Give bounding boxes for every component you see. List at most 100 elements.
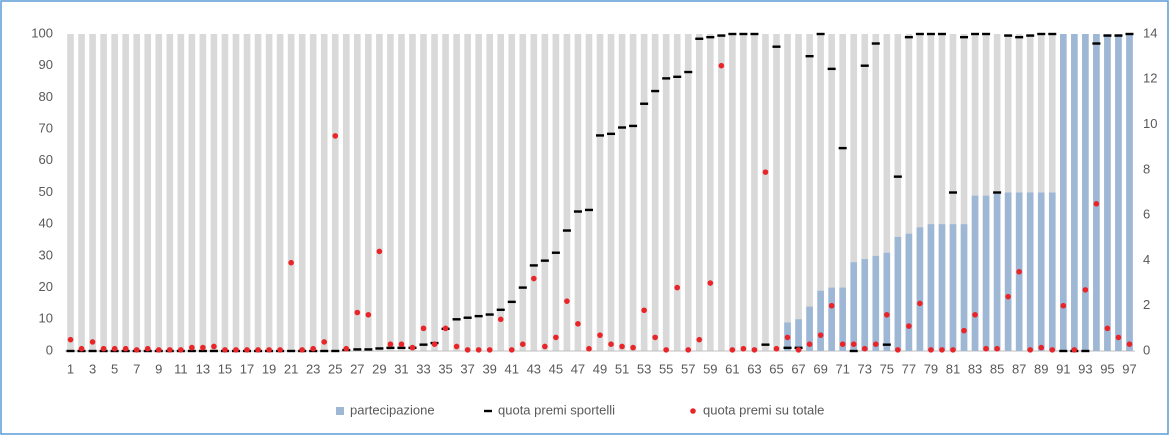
dash-marker xyxy=(287,349,296,353)
dash-marker xyxy=(971,32,980,36)
dot-marker xyxy=(641,307,647,314)
x-tick-label: 31 xyxy=(394,361,408,376)
column-stripe xyxy=(398,34,405,351)
x-tick-label: 33 xyxy=(416,361,430,376)
dot-marker xyxy=(597,332,603,338)
dash-marker xyxy=(66,349,75,353)
dash-marker xyxy=(695,37,704,40)
x-tick-label: 37 xyxy=(460,361,474,376)
dot-marker xyxy=(928,347,934,353)
dash-marker xyxy=(651,89,660,93)
dot-marker xyxy=(189,344,195,351)
bar xyxy=(883,252,891,351)
dot-marker xyxy=(707,280,714,286)
dash-marker xyxy=(507,300,516,304)
x-tick-label: 63 xyxy=(747,361,761,376)
dash-marker xyxy=(1048,32,1057,36)
column-stripe xyxy=(618,34,626,351)
dash-marker xyxy=(1059,349,1068,353)
y2-tick-label: 10 xyxy=(1143,116,1157,131)
dot-marker xyxy=(795,347,802,353)
dot-marker xyxy=(376,248,383,255)
column-stripe xyxy=(530,34,538,351)
column-stripe xyxy=(684,34,692,351)
dot-marker xyxy=(244,347,250,353)
dot-marker xyxy=(1126,341,1133,348)
dot-marker xyxy=(652,334,658,341)
dash-marker xyxy=(717,34,726,37)
y-tick-label: 30 xyxy=(39,247,53,262)
dash-marker xyxy=(673,75,682,78)
x-tick-label: 15 xyxy=(218,361,232,376)
dot-marker xyxy=(398,341,405,348)
dot-marker xyxy=(586,345,592,352)
column-stripe xyxy=(331,34,339,351)
dash-marker xyxy=(331,349,340,353)
column-stripe xyxy=(894,34,902,351)
y-tick-label: 70 xyxy=(39,121,53,136)
column-stripe xyxy=(916,34,924,351)
column-stripe xyxy=(188,34,196,351)
dot-marker xyxy=(531,275,537,282)
column-stripe xyxy=(795,34,802,351)
x-tick-label: 65 xyxy=(769,361,783,376)
x-tick-label: 5 xyxy=(111,361,118,376)
dash-marker xyxy=(518,286,527,289)
dot-marker xyxy=(1115,334,1122,341)
y2-tick-label: 6 xyxy=(1143,207,1150,222)
column-stripe xyxy=(210,34,218,351)
column-stripe xyxy=(78,34,85,351)
bar xyxy=(817,290,824,351)
column-stripe xyxy=(707,34,714,351)
dash-marker xyxy=(893,175,902,178)
x-tick-label: 87 xyxy=(1012,361,1026,376)
dot-marker xyxy=(983,345,989,352)
column-stripe xyxy=(718,34,725,351)
dash-marker xyxy=(1103,34,1112,37)
dot-marker xyxy=(553,334,559,341)
dot-marker xyxy=(89,339,96,345)
y-tick-label: 40 xyxy=(39,216,53,231)
bar xyxy=(1082,34,1089,351)
x-tick-label: 97 xyxy=(1122,361,1136,376)
dot-marker xyxy=(806,341,813,348)
dot-marker xyxy=(67,336,74,343)
dot-marker xyxy=(994,345,1000,352)
dot-marker xyxy=(773,345,780,352)
column-stripe xyxy=(784,34,791,351)
column-stripe xyxy=(497,34,505,351)
dash-marker xyxy=(1026,34,1035,37)
dot-marker xyxy=(1049,347,1056,353)
dot-marker xyxy=(1038,344,1045,351)
y-tick-label: 10 xyxy=(39,311,53,326)
column-stripe xyxy=(817,34,824,351)
x-tick-label: 53 xyxy=(637,361,651,376)
x-tick-label: 41 xyxy=(505,361,519,376)
dot-marker xyxy=(950,347,956,353)
dot-marker xyxy=(144,345,151,352)
dot-marker xyxy=(674,284,681,291)
dot-marker xyxy=(78,345,85,352)
dash-marker xyxy=(573,210,582,213)
dot-marker xyxy=(122,345,129,352)
x-tick-label: 57 xyxy=(681,361,695,376)
legend-label: partecipazione xyxy=(350,402,435,417)
dash-marker xyxy=(684,70,693,74)
dot-marker xyxy=(332,133,339,139)
x-tick-label: 51 xyxy=(615,361,629,376)
dot-marker xyxy=(817,332,824,338)
column-stripe xyxy=(431,34,438,351)
dot-marker xyxy=(486,347,493,353)
column-stripe xyxy=(287,34,295,351)
dot-marker xyxy=(111,345,118,352)
x-tick-label: 11 xyxy=(174,361,188,376)
legend-swatch xyxy=(690,408,696,414)
dash-marker xyxy=(209,349,218,353)
dash-marker xyxy=(882,343,891,346)
dot-marker xyxy=(663,347,669,353)
x-tick-label: 77 xyxy=(902,361,916,376)
x-tick-label: 59 xyxy=(703,361,717,376)
dash-marker xyxy=(662,77,671,80)
x-tick-label: 27 xyxy=(350,361,364,376)
column-stripe xyxy=(850,34,858,351)
